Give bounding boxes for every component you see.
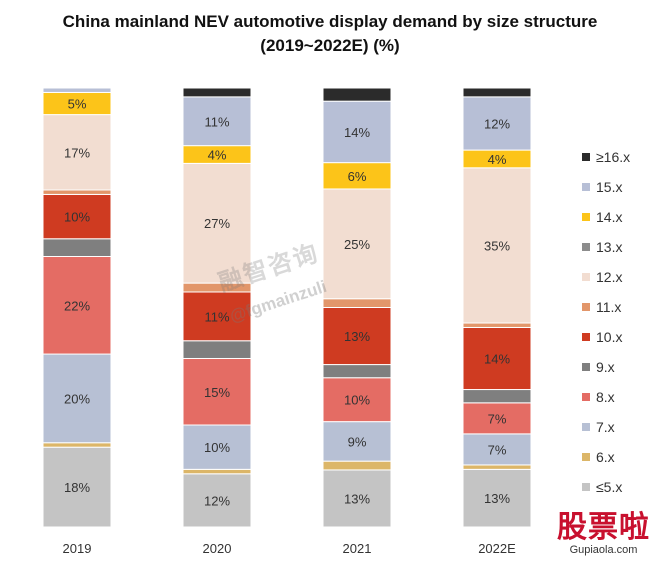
bar-segment-14.x-2021: [322, 162, 392, 190]
bar-segment-15.x-2021: [322, 100, 392, 164]
bar-segment-10.x-2022E: [462, 326, 532, 391]
brand-name: 股票啦: [557, 511, 650, 544]
legend-swatch: [582, 243, 590, 251]
legend-swatch: [582, 423, 590, 431]
chart-subtitle: (2019~2022E) (%): [260, 36, 400, 55]
legend-label: 9.x: [596, 359, 615, 375]
data-label: 11%: [204, 309, 229, 324]
brand-url: Gupiaola.com: [569, 544, 638, 556]
data-label: 12%: [204, 493, 230, 508]
bar-segment-≤5.x-2021: [322, 469, 392, 528]
legend-swatch: [582, 363, 590, 371]
legend-swatch: [582, 213, 590, 221]
x-tick-label: 2021: [343, 541, 372, 556]
data-label: 35%: [484, 238, 510, 253]
data-label: 7%: [488, 442, 507, 457]
bar-segment-6.x-2020: [182, 468, 252, 475]
legend-label: 13.x: [596, 239, 622, 255]
bar-segment-11.x-2021: [322, 298, 392, 309]
data-label: 12%: [484, 116, 510, 131]
x-tick-label: 2022E: [478, 541, 516, 556]
bar-segment-≥16.x-2021: [322, 87, 392, 102]
bar-segment-6.x-2019: [42, 442, 112, 448]
brand-logo: 股票啦 Gupiaola.com: [557, 502, 650, 556]
bar-segment-8.x-2020: [182, 357, 252, 426]
data-label: 4%: [208, 148, 227, 163]
x-tick-label: 2019: [63, 541, 92, 556]
bar-segment-6.x-2021: [322, 460, 392, 471]
data-label: 14%: [484, 351, 510, 366]
data-label: 10%: [204, 440, 230, 455]
legend-swatch: [582, 183, 590, 191]
data-label: 18%: [64, 480, 90, 495]
data-label: 9%: [348, 434, 367, 449]
bar-segment-12.x-2022E: [462, 167, 532, 324]
data-label: 25%: [344, 237, 370, 252]
bar-segment-8.x-2019: [42, 256, 112, 355]
legend-label: ≥16.x: [596, 149, 630, 165]
legend-swatch: [582, 153, 590, 161]
bar-segment-9.x-2021: [322, 364, 392, 379]
chart-title: China mainland NEV automotive display de…: [62, 12, 598, 31]
legend-swatch: [582, 333, 590, 341]
bar-segment-8.x-2021: [322, 377, 392, 423]
bar-segment-≤5.x-2020: [182, 473, 252, 528]
bar-segment-7.x-2019: [42, 353, 112, 444]
legend-label: 10.x: [596, 329, 622, 345]
data-label: 13%: [344, 329, 370, 344]
data-label: 22%: [64, 298, 90, 313]
data-label: 27%: [204, 216, 230, 231]
legend-label: 15.x: [596, 179, 622, 195]
data-label: 4%: [488, 152, 507, 167]
bar-segment-12.x-2021: [322, 188, 392, 300]
data-label: 14%: [344, 125, 370, 140]
legend-label: 12.x: [596, 269, 622, 285]
data-label: 20%: [64, 391, 90, 406]
data-label: 11%: [204, 114, 229, 129]
bar-segment-15.x-2022E: [462, 96, 532, 151]
data-label: 17%: [64, 145, 90, 160]
bar-segment-7.x-2021: [322, 421, 392, 462]
bar-segment-≥16.x-2022E: [462, 87, 532, 98]
data-label: 10%: [344, 393, 370, 408]
data-label: 10%: [64, 210, 90, 225]
bar-segment-≥16.x-2020: [182, 87, 252, 98]
data-label: 5%: [68, 97, 87, 112]
legend-swatch: [582, 303, 590, 311]
bar-segment-6.x-2022E: [462, 464, 532, 470]
legend-swatch: [582, 483, 590, 491]
bar-segment-11.x-2020: [182, 282, 252, 293]
data-label: 7%: [488, 411, 507, 426]
bar-segment-7.x-2020: [182, 424, 252, 470]
data-label: 6%: [348, 169, 367, 184]
legend-label: 8.x: [596, 389, 615, 405]
legend-swatch: [582, 393, 590, 401]
bar-segment-10.x-2021: [322, 307, 392, 366]
data-label: 13%: [344, 491, 370, 506]
bar-segment-11.x-2022E: [462, 322, 532, 328]
data-label: 15%: [204, 385, 230, 400]
legend-label: 11.x: [596, 299, 621, 315]
bar-segment-15.x-2019: [42, 87, 112, 93]
bar-segment-≤5.x-2019: [42, 446, 112, 528]
legend-label: 14.x: [596, 209, 622, 225]
legend-swatch: [582, 453, 590, 461]
bar-segment-9.x-2022E: [462, 389, 532, 404]
legend-swatch: [582, 273, 590, 281]
bar-segment-11.x-2019: [42, 189, 112, 195]
bar-segment-15.x-2020: [182, 96, 252, 147]
data-label: 13%: [484, 491, 510, 506]
legend-label: 6.x: [596, 449, 615, 465]
bar-segment-8.x-2022E: [462, 402, 532, 435]
bar-segment-12.x-2020: [182, 162, 252, 284]
bar-segment-9.x-2019: [42, 238, 112, 258]
x-tick-label: 2020: [203, 541, 232, 556]
legend-label: ≤5.x: [596, 479, 622, 495]
legend-label: 7.x: [596, 419, 615, 435]
bar-segment-≤5.x-2022E: [462, 468, 532, 528]
bar-segment-9.x-2020: [182, 340, 252, 359]
